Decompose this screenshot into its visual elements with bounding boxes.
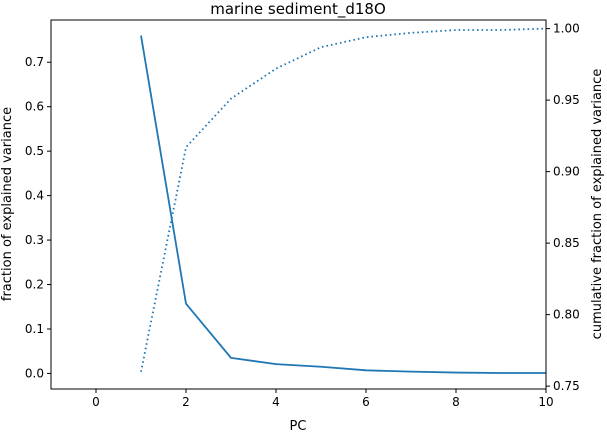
- y-right-tick-label: 0.85: [553, 236, 580, 250]
- x-axis-label: PC: [290, 419, 307, 433]
- y-left-tick-label: 0.6: [25, 100, 44, 114]
- plot-frame: [50, 19, 547, 390]
- explained-variance-line: [140, 35, 546, 374]
- x-tick-label: 2: [182, 395, 190, 409]
- y-right-tick-label: 0.90: [553, 165, 580, 179]
- x-tick-label: 8: [452, 395, 460, 409]
- axes-layer: 0 2 4 6 8 10 0.0 0.1 0.2 0.3 0.4 0.5 0.6 0.7 0.75 0.80 0…: [25, 22, 580, 409]
- y-left-tick-label: 0.4: [25, 189, 44, 203]
- y-left-tick-label: 0.3: [25, 233, 44, 247]
- x-tick-label: 4: [272, 395, 280, 409]
- y-left-tick-label: 0.0: [25, 366, 44, 380]
- y-left-tick-label: 0.2: [25, 278, 44, 292]
- y-axis-label-left: fraction of explained variance: [0, 107, 15, 301]
- y-right-tick-label: 1.00: [553, 22, 580, 36]
- y-axis-label-right: cumulative fraction of explained varianc…: [590, 69, 605, 340]
- y-right-tick-label: 0.95: [553, 93, 580, 107]
- chart-title: marine sediment_d18O: [210, 0, 386, 19]
- x-tick-label: 0: [92, 395, 100, 409]
- y-right-tick-label: 0.80: [553, 308, 580, 322]
- x-tick-label: 6: [362, 395, 370, 409]
- y-right-tick-label: 0.75: [553, 379, 580, 393]
- series-layer: [140, 27, 547, 374]
- y-left-tick-label: 0.5: [25, 144, 44, 158]
- cumulative-variance-line: [140, 27, 547, 373]
- x-tick-label: 10: [538, 395, 553, 409]
- y-left-tick-label: 0.1: [25, 322, 44, 336]
- y-left-tick-label: 0.7: [25, 55, 44, 69]
